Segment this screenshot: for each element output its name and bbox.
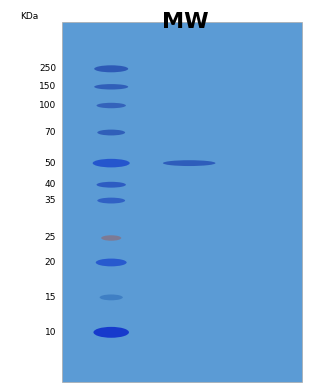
Ellipse shape [96,182,126,187]
Text: 25: 25 [44,233,56,242]
Text: 35: 35 [44,196,56,205]
Text: 150: 150 [39,82,56,91]
Ellipse shape [93,159,130,167]
Text: 50: 50 [44,159,56,168]
Text: MW: MW [162,12,208,32]
Text: 40: 40 [44,180,56,189]
Ellipse shape [163,160,215,166]
Ellipse shape [99,294,123,300]
Text: 20: 20 [44,258,56,267]
Text: KDa: KDa [20,12,38,21]
Ellipse shape [97,130,125,135]
Ellipse shape [96,259,127,266]
Ellipse shape [97,198,125,203]
Text: 70: 70 [44,128,56,137]
Text: 10: 10 [44,328,56,337]
Bar [62,22,302,382]
Ellipse shape [96,103,126,108]
Text: 100: 100 [39,101,56,110]
Ellipse shape [93,327,129,338]
Ellipse shape [94,65,128,72]
Text: 250: 250 [39,64,56,73]
Ellipse shape [94,84,128,89]
Ellipse shape [101,235,121,241]
Text: 15: 15 [44,293,56,302]
